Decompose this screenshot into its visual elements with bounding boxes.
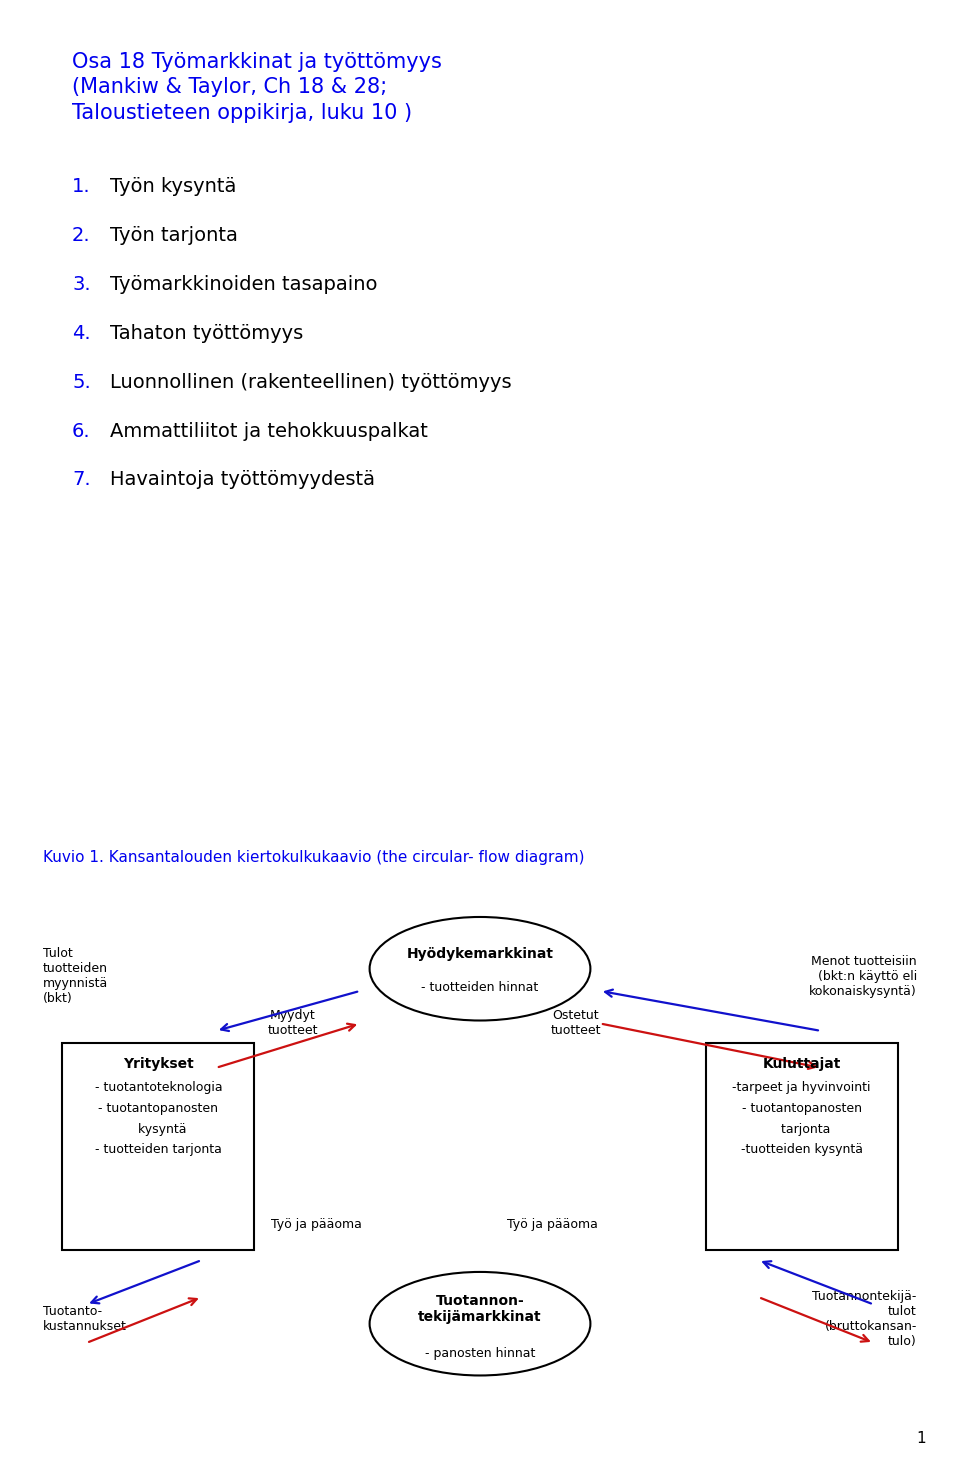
Text: 6.: 6.: [72, 422, 90, 441]
Text: kysyntä: kysyntä: [131, 1123, 186, 1136]
Text: Tahaton työttömyys: Tahaton työttömyys: [110, 324, 303, 343]
Text: 7.: 7.: [72, 470, 90, 490]
Text: 3.: 3.: [72, 275, 90, 294]
Text: - tuotteiden hinnat: - tuotteiden hinnat: [421, 982, 539, 994]
Text: Kuvio 1. Kansantalouden kiertokulkukaavio (the circular- flow diagram): Kuvio 1. Kansantalouden kiertokulkukaavi…: [43, 850, 585, 865]
Text: Luonnollinen (rakenteellinen) työttömyys: Luonnollinen (rakenteellinen) työttömyys: [110, 373, 512, 392]
Text: Osa 18 Työmarkkinat ja työttömyys
(Mankiw & Taylor, Ch 18 & 28;
Taloustieteen op: Osa 18 Työmarkkinat ja työttömyys (Manki…: [72, 52, 442, 123]
Text: -tuotteiden kysyntä: -tuotteiden kysyntä: [740, 1143, 863, 1157]
Ellipse shape: [370, 1272, 590, 1375]
Text: Työ ja pääoma: Työ ja pääoma: [507, 1217, 597, 1231]
Text: 1.: 1.: [72, 177, 90, 197]
Text: Työn tarjonta: Työn tarjonta: [110, 226, 238, 246]
FancyBboxPatch shape: [706, 1043, 898, 1250]
Text: Tuotannontekijä-
tulot
(bruttokansan-
tulo): Tuotannontekijä- tulot (bruttokansan- tu…: [812, 1290, 917, 1349]
Text: tarjonta: tarjonta: [773, 1123, 830, 1136]
Text: Tuotanto-
kustannukset: Tuotanto- kustannukset: [43, 1306, 127, 1333]
Text: Työ ja pääoma: Työ ja pääoma: [272, 1217, 362, 1231]
Text: - tuotantoteknologia: - tuotantoteknologia: [95, 1081, 222, 1094]
Text: - panosten hinnat: - panosten hinnat: [425, 1347, 535, 1359]
Text: Ammattiliitot ja tehokkuuspalkat: Ammattiliitot ja tehokkuuspalkat: [110, 422, 428, 441]
Text: Kuluttajat: Kuluttajat: [762, 1057, 841, 1071]
Text: 2.: 2.: [72, 226, 90, 246]
Text: - tuotantopanosten: - tuotantopanosten: [741, 1102, 861, 1115]
Text: Myydyt
tuotteet: Myydyt tuotteet: [268, 1009, 318, 1037]
Text: Ostetut
tuotteet: Ostetut tuotteet: [551, 1009, 601, 1037]
Text: Havaintoja työttömyydestä: Havaintoja työttömyydestä: [110, 470, 375, 490]
Text: Tuotannon-
tekijämarkkinat: Tuotannon- tekijämarkkinat: [419, 1294, 541, 1324]
Text: Työn kysyntä: Työn kysyntä: [110, 177, 237, 197]
FancyBboxPatch shape: [62, 1043, 254, 1250]
Text: - tuotteiden tarjonta: - tuotteiden tarjonta: [95, 1143, 222, 1157]
Text: 5.: 5.: [72, 373, 91, 392]
Text: -tarpeet ja hyvinvointi: -tarpeet ja hyvinvointi: [732, 1081, 871, 1094]
Text: Menot tuotteisiin
(bkt:n käyttö eli
kokonaiskysyntä): Menot tuotteisiin (bkt:n käyttö eli koko…: [809, 954, 917, 998]
Text: - tuotantopanosten: - tuotantopanosten: [99, 1102, 219, 1115]
Text: Yritykset: Yritykset: [123, 1057, 194, 1071]
Ellipse shape: [370, 917, 590, 1021]
Text: Tulot
tuotteiden
myynnistä
(bkt): Tulot tuotteiden myynnistä (bkt): [43, 947, 108, 1006]
Text: 1: 1: [917, 1432, 926, 1446]
Text: Työmarkkinoiden tasapaino: Työmarkkinoiden tasapaino: [110, 275, 378, 294]
Text: 4.: 4.: [72, 324, 90, 343]
Text: Hyödykemarkkinat: Hyödykemarkkinat: [406, 947, 554, 961]
